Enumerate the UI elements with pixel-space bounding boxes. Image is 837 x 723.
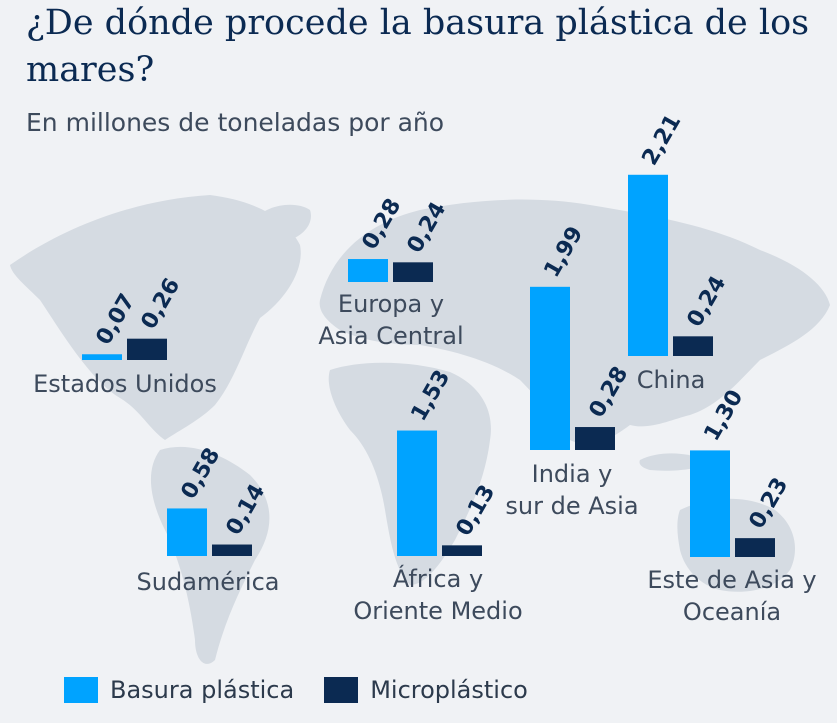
- eurasia-shape: [319, 199, 830, 445]
- bar-micro-region-4: [575, 427, 615, 450]
- legend-swatch-plastic: [64, 677, 98, 703]
- bar-plastic-region-2: [167, 508, 207, 556]
- region-label-region-2: Sudamérica: [137, 568, 280, 596]
- bar-micro-region-0: [127, 338, 167, 360]
- region-label-region-4-line1: sur de Asia: [505, 492, 638, 520]
- legend: Basura plástica Microplástico: [64, 676, 528, 704]
- greenland-shape: [255, 204, 311, 242]
- bar-plastic-region-5: [628, 174, 668, 356]
- region-label-region-1-line0: Europa y: [338, 290, 444, 318]
- bar-micro-region-2: [212, 544, 252, 556]
- legend-label-micro: Microplástico: [370, 676, 528, 704]
- bar-plastic-region-1: [348, 259, 388, 282]
- bar-plastic-region-0: [82, 354, 122, 360]
- region-label-region-6-line0: Este de Asia y: [647, 566, 816, 594]
- legend-item-micro: Microplástico: [324, 676, 528, 704]
- bar-plastic-region-6: [690, 450, 730, 557]
- region-label-region-4-line0: India y: [532, 460, 613, 488]
- region-label-region-6-line1: Oceanía: [683, 598, 781, 626]
- bar-plastic-region-3: [397, 430, 437, 556]
- bar-micro-region-5: [673, 336, 713, 356]
- south-america-shape: [150, 446, 270, 664]
- bar-plastic-region-4: [530, 286, 570, 450]
- chart-title: ¿De dónde procede la basura plástica de …: [26, 3, 810, 90]
- legend-swatch-micro: [324, 677, 359, 703]
- region-label-region-3-line1: Oriente Medio: [353, 597, 522, 625]
- region-label-region-0: Estados Unidos: [33, 370, 217, 398]
- bar-micro-region-6: [735, 538, 775, 557]
- value-label-plastic-region-5: 2,21: [638, 110, 687, 170]
- region-label-region-3-line0: África y: [393, 564, 483, 593]
- legend-item-plastic: Basura plástica: [64, 676, 294, 704]
- bar-micro-region-3: [442, 545, 482, 556]
- region-label-region-1-line1: Asia Central: [318, 322, 463, 350]
- north-america-shape: [10, 195, 301, 440]
- bar-micro-region-1: [393, 262, 433, 282]
- chart-subtitle: En millones de toneladas por año: [26, 108, 445, 137]
- legend-label-plastic: Basura plástica: [110, 676, 295, 704]
- region-label-region-5: China: [637, 366, 706, 394]
